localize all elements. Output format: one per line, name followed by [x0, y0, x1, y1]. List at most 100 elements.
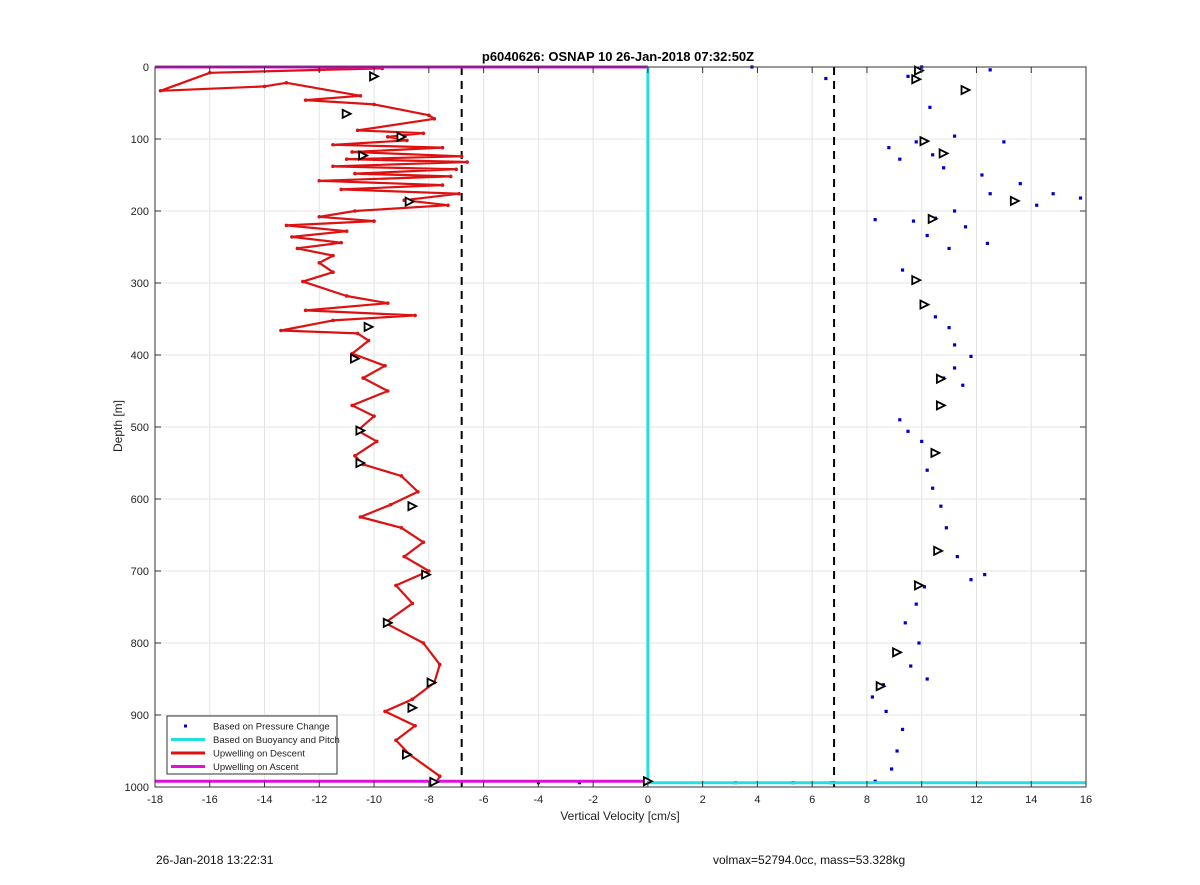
upwelling-descent-point — [301, 279, 305, 284]
triangle-marker — [355, 457, 367, 469]
x-tick-label: 6 — [809, 794, 815, 806]
triangle-marker — [930, 447, 942, 459]
pressure-change-point — [917, 641, 921, 645]
pressure-change-point — [944, 526, 948, 530]
pressure-change-point — [955, 555, 959, 559]
upwelling-descent-point — [432, 117, 437, 121]
upwelling-descent-point — [394, 583, 398, 588]
upwelling-descent-point — [402, 554, 406, 559]
upwelling-descent-point — [284, 223, 289, 228]
upwelling-descent-point — [459, 154, 464, 159]
upwelling-descent-point — [437, 774, 442, 778]
pressure-change-point — [947, 246, 951, 251]
y-tick-label: 100 — [131, 134, 149, 146]
upwelling-descent-point — [440, 183, 445, 187]
upwelling-descent-point — [413, 724, 417, 728]
upwelling-descent-point — [427, 113, 431, 118]
triangle-marker — [1009, 195, 1021, 207]
upwelling-descent-point — [317, 178, 322, 183]
pressure-change-point — [898, 157, 902, 161]
pressure-change-point — [887, 146, 891, 150]
pressure-change-point — [898, 418, 902, 422]
pressure-change-point — [895, 749, 899, 753]
upwelling-descent-point — [372, 219, 376, 223]
y-tick-label: 0 — [143, 62, 149, 74]
upwelling-descent-point — [399, 526, 404, 530]
pressure-change-point — [1078, 196, 1083, 200]
triangle-marker — [911, 274, 923, 286]
x-axis-label: Vertical Velocity [cm/s] — [560, 809, 679, 823]
x-tick-label: -6 — [479, 794, 489, 806]
triangle-marker — [349, 353, 361, 365]
pressure-change-point — [925, 468, 929, 472]
upwelling-descent-point — [317, 214, 322, 219]
pressure-change-point — [925, 233, 929, 238]
upwelling-descent-point — [262, 84, 267, 89]
upwelling-descent-point — [440, 145, 445, 150]
triangle-marker — [429, 776, 441, 788]
upwelling-descent-point — [383, 364, 387, 368]
upwelling-descent-point — [279, 328, 283, 333]
triangle-marker — [426, 677, 438, 689]
pressure-change-point — [961, 383, 965, 387]
upwelling-descent-point — [353, 454, 357, 458]
pressure-change-point — [928, 105, 932, 109]
triangle-marker — [355, 425, 367, 437]
x-tick-label: -2 — [588, 794, 598, 806]
upwelling-descent-point — [303, 308, 308, 313]
triangle-marker — [960, 84, 972, 96]
upwelling-descent-point — [350, 150, 354, 154]
footer-info: volmax=52794.0cc, mass=53.328kg — [713, 853, 906, 867]
pressure-change-point — [988, 68, 992, 72]
triangle-marker — [407, 702, 419, 714]
pressure-change-point — [906, 74, 910, 78]
upwelling-descent-point — [344, 229, 349, 233]
upwelling-descent-point — [454, 167, 459, 172]
x-tick-label: -10 — [366, 794, 382, 806]
upwelling-descent-point — [457, 191, 461, 196]
triangle-marker — [914, 65, 925, 77]
x-tick-label: 4 — [754, 794, 760, 806]
pressure-change-point — [884, 709, 888, 713]
upwelling-descent-point — [344, 157, 349, 161]
y-tick-label: 900 — [131, 710, 149, 722]
y-tick-label: 700 — [131, 566, 149, 578]
upwelling-descent-point — [331, 253, 335, 258]
upwelling-descent-point — [374, 439, 379, 444]
pressure-change-point — [906, 429, 910, 433]
x-tick-label: 8 — [864, 794, 870, 806]
upwelling-descent-point — [448, 174, 453, 179]
triangle-marker — [421, 569, 433, 581]
triangle-marker — [919, 135, 931, 147]
x-tick-label: 0 — [645, 794, 651, 806]
upwelling-descent-point — [331, 164, 335, 169]
pressure-change-point — [903, 621, 907, 625]
pressure-change-point — [1035, 203, 1039, 207]
y-tick-label: 200 — [131, 206, 149, 218]
upwelling-descent-point — [405, 138, 409, 143]
legend-label: Upwelling on Descent — [213, 749, 305, 760]
triangle-marker — [404, 196, 416, 208]
upwelling-descent-point — [421, 641, 426, 645]
y-axis-label: Depth [m] — [111, 400, 125, 452]
x-tick-label: -4 — [533, 794, 543, 806]
triangle-marker — [363, 321, 375, 333]
y-tick-label: 800 — [131, 638, 149, 650]
upwelling-descent-point — [465, 160, 469, 164]
pressure-change-point — [952, 209, 957, 213]
pressure-change-point — [963, 225, 968, 229]
legend-label: Based on Pressure Change — [213, 722, 330, 733]
triangle-marker — [911, 73, 923, 85]
pressure-change-point — [985, 241, 990, 245]
upwelling-descent-point — [366, 338, 371, 343]
triangle-marker — [935, 373, 947, 385]
x-tick-label: -14 — [257, 794, 273, 806]
upwelling-descent-point — [317, 261, 322, 265]
pressure-change-point — [980, 173, 984, 177]
triangle-marker — [369, 70, 381, 82]
x-tick-label: 2 — [700, 794, 706, 806]
x-tick-label: 16 — [1080, 794, 1092, 806]
y-tick-label: 400 — [131, 350, 149, 362]
triangle-marker — [382, 617, 394, 629]
x-tick-label: 12 — [970, 794, 982, 806]
